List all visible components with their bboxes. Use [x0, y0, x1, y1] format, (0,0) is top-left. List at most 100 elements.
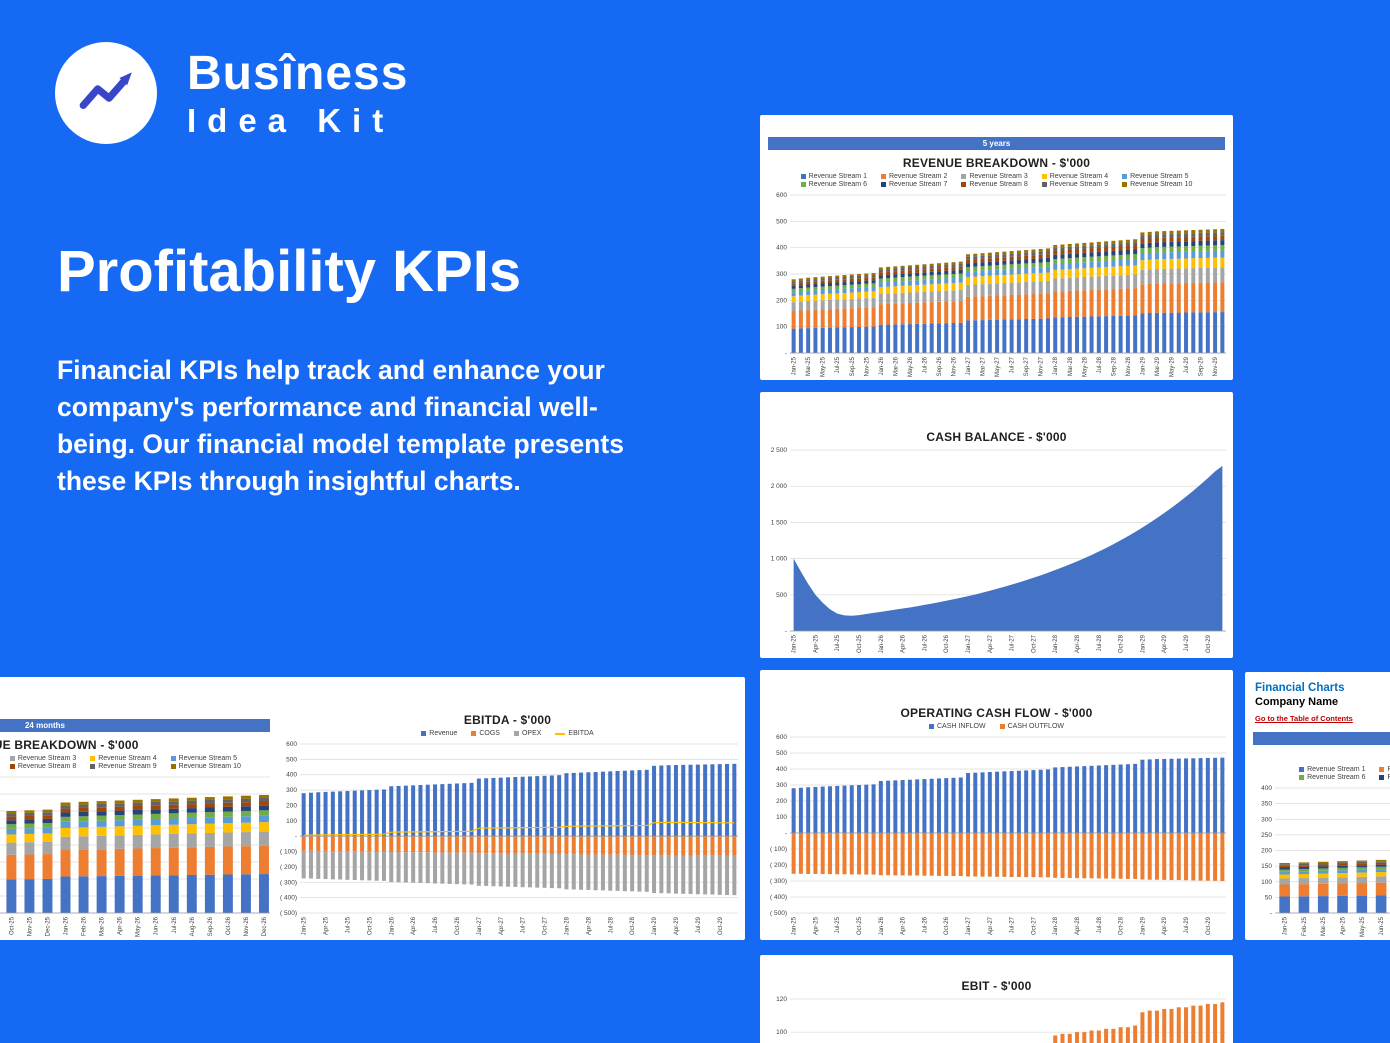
- legend-label: CASH INFLOW: [936, 723, 986, 730]
- svg-text:Jan-29: Jan-29: [652, 916, 658, 935]
- chart-legend: CASH INFLOW CASH OUTFLOW: [764, 723, 1229, 730]
- legend-item: Revenue Stream 4: [90, 755, 157, 762]
- svg-text:May-25: May-25: [821, 356, 827, 377]
- svg-text:Jan-29: Jan-29: [1140, 916, 1146, 935]
- legend-swatch: [421, 731, 427, 736]
- svg-text:350: 350: [1261, 801, 1272, 808]
- svg-text:Jan-28: Jan-28: [1053, 634, 1059, 653]
- legend-item: Revenue Stream 3: [961, 173, 1028, 180]
- legend-label: Revenue Stream 1: [1307, 766, 1366, 773]
- svg-text:( 400): ( 400): [280, 895, 297, 902]
- legend-item: Revenue Stream 10: [170, 763, 241, 770]
- legend-swatch: [555, 732, 566, 735]
- legend-swatch: [1041, 182, 1047, 187]
- svg-text:Apr-28: Apr-28: [1075, 634, 1081, 653]
- legend-swatch: [513, 731, 519, 736]
- svg-text:Apr-27: Apr-27: [499, 916, 505, 935]
- svg-text:-: -: [1270, 910, 1272, 917]
- mini-revenue-chart: 400 350 300 250 200 150 100 50 - Jan-25 Feb-25 Mar-…: [1261, 785, 1390, 937]
- legend-label: Revenue Stream 5: [1130, 173, 1189, 180]
- svg-text:Jul-25: Jul-25: [345, 916, 351, 933]
- legend-swatch: [1299, 767, 1305, 772]
- chart-period-header: 5 years: [768, 137, 1225, 150]
- svg-text:Apr-26: Apr-26: [118, 916, 124, 935]
- chart-title: EBITDA - $'000: [463, 713, 552, 727]
- svg-text:Oct-29: Oct-29: [1206, 916, 1212, 935]
- svg-text:Jan-29: Jan-29: [1140, 634, 1146, 653]
- svg-text:Mar-27: Mar-27: [981, 356, 987, 376]
- brand-name-line2: Idea Kit: [187, 101, 395, 139]
- legend-item: Revenue Stream 1: [800, 173, 867, 180]
- svg-text:Nov-26: Nov-26: [244, 916, 250, 936]
- svg-text:Apr-28: Apr-28: [586, 916, 592, 935]
- chart-card-ebit: EBIT - $'000 12010080604020-Jan-25Apr-25…: [760, 955, 1233, 1043]
- svg-text:Jul-29: Jul-29: [1184, 356, 1190, 373]
- legend-swatch: [961, 174, 967, 179]
- trending-up-arrow-icon: [79, 72, 132, 110]
- svg-text:100: 100: [776, 324, 787, 331]
- svg-text:Nov-27: Nov-27: [1039, 356, 1045, 376]
- svg-text:Jan-25: Jan-25: [302, 916, 308, 935]
- svg-text:2 000: 2 000: [771, 483, 788, 490]
- svg-text:400: 400: [1261, 785, 1272, 792]
- svg-text:Jul-25: Jul-25: [835, 356, 841, 373]
- legend-swatch: [1379, 767, 1385, 772]
- svg-text:Oct-28: Oct-28: [1119, 916, 1125, 935]
- svg-text:100: 100: [1261, 879, 1272, 886]
- svg-text:Jan-29: Jan-29: [1140, 356, 1146, 375]
- svg-text:Apr-26: Apr-26: [901, 916, 907, 935]
- svg-text:( 500): ( 500): [280, 910, 297, 917]
- svg-text:Apr-25: Apr-25: [813, 916, 819, 935]
- svg-text:600: 600: [776, 192, 787, 199]
- svg-text:Jan-25: Jan-25: [792, 634, 798, 653]
- page-description: Financial KPIs help track and enhance yo…: [57, 355, 624, 497]
- legend-swatch: [880, 174, 886, 179]
- svg-text:Oct-25: Oct-25: [367, 916, 373, 935]
- legend-label: Revenue Stream 10: [178, 763, 241, 770]
- svg-text:300: 300: [286, 787, 297, 794]
- chart-card-financial-charts-sheet: Financial Charts Company Name Go to the …: [1245, 672, 1390, 940]
- svg-text:Nov-28: Nov-28: [1126, 356, 1132, 376]
- svg-text:Mar-26: Mar-26: [100, 916, 106, 936]
- legend-item: CASH OUTFLOW: [999, 723, 1064, 730]
- svg-text:Oct-27: Oct-27: [1031, 916, 1037, 935]
- svg-text:300: 300: [1261, 816, 1272, 823]
- legend-swatch: [471, 731, 477, 736]
- svg-text:200: 200: [776, 798, 787, 805]
- chart-title: REVENUE BREAKDOWN - $'000: [0, 738, 139, 752]
- svg-text:Jan-27: Jan-27: [477, 916, 483, 935]
- legend-item: Revenue Stream 7: [1379, 774, 1390, 781]
- svg-text:Apr-25: Apr-25: [1341, 916, 1347, 935]
- svg-text:Oct-26: Oct-26: [226, 916, 232, 935]
- svg-text:Jul-25: Jul-25: [835, 634, 841, 651]
- legend-label: Revenue Stream 3: [969, 173, 1028, 180]
- svg-text:( 300): ( 300): [770, 878, 787, 885]
- legend-item: Revenue Stream 3: [9, 755, 76, 762]
- legend-swatch: [170, 756, 176, 761]
- svg-text:May-28: May-28: [1082, 356, 1088, 377]
- chart-card-operating-cash-flow: OPERATING CASH FLOW - $'000 CASH INFLOW C…: [760, 670, 1233, 940]
- svg-text:Jan-28: Jan-28: [1053, 916, 1059, 935]
- svg-text:100: 100: [776, 814, 787, 821]
- svg-text:50: 50: [1265, 894, 1273, 901]
- svg-text:( 100): ( 100): [770, 846, 787, 853]
- svg-text:150: 150: [1261, 863, 1272, 870]
- svg-text:600: 600: [776, 734, 787, 741]
- chart-period-header: [1253, 732, 1390, 745]
- svg-text:Jul-29: Jul-29: [1184, 916, 1190, 933]
- svg-text:Apr-25: Apr-25: [324, 916, 330, 935]
- legend-item: Revenue Stream 1: [1299, 766, 1365, 773]
- svg-text:300: 300: [776, 782, 787, 789]
- svg-text:Jul-26: Jul-26: [433, 916, 439, 933]
- legend-label: Revenue Stream 7: [888, 181, 948, 188]
- table-of-contents-link[interactable]: Go to the Table of Contents: [1255, 714, 1353, 723]
- svg-text:Apr-29: Apr-29: [1162, 916, 1168, 935]
- legend-swatch: [9, 764, 15, 769]
- svg-text:-: -: [295, 833, 297, 840]
- svg-text:400: 400: [776, 766, 787, 773]
- svg-text:Mar-25: Mar-25: [806, 356, 812, 376]
- legend-label: Revenue Stream 10: [1130, 181, 1193, 188]
- svg-text:( 200): ( 200): [280, 864, 297, 871]
- chart-card-revenue-breakdown-5y: 5 years REVENUE BREAKDOWN - $'000 Revenu…: [760, 115, 1233, 380]
